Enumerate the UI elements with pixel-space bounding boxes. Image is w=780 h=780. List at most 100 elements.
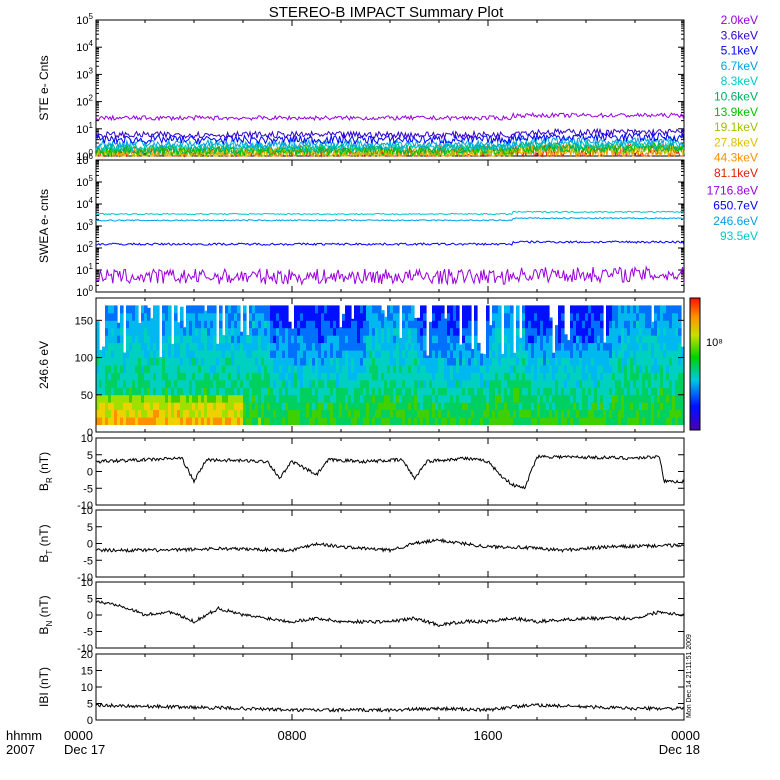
heatmap-cell	[450, 305, 454, 314]
heatmap-cell	[657, 320, 661, 329]
heatmap-cell	[489, 325, 493, 329]
heatmap-cell	[186, 417, 190, 425]
heatmap-cell	[375, 320, 379, 329]
heatmap-cell	[573, 342, 577, 351]
heatmap-cell	[543, 350, 547, 358]
heatmap-cell	[474, 387, 478, 396]
heatmap-cell	[531, 365, 535, 373]
heatmap-cell	[186, 327, 190, 336]
heatmap-cell	[330, 357, 334, 366]
heatmap-cell	[525, 379, 529, 388]
heatmap-cell	[147, 327, 151, 336]
heatmap-cell	[609, 417, 613, 425]
heatmap-cell	[252, 409, 256, 418]
heatmap-cell	[372, 372, 376, 381]
heatmap-cell	[144, 394, 148, 403]
heatmap-cell	[252, 379, 256, 388]
series-line	[95, 131, 685, 146]
heatmap-cell	[681, 357, 685, 366]
heatmap-cell	[267, 335, 271, 344]
heatmap-cell	[594, 417, 598, 425]
heatmap-cell	[354, 417, 358, 425]
heatmap-cell	[207, 402, 211, 411]
heatmap-cell	[204, 327, 208, 336]
heatmap-cell	[144, 335, 148, 344]
heatmap-cell	[465, 342, 469, 351]
heatmap-cell	[525, 387, 529, 396]
heatmap-cell	[507, 350, 511, 358]
heatmap-cell	[558, 357, 562, 366]
heatmap-cell	[399, 387, 403, 396]
y-tick-label: 104	[76, 39, 93, 54]
channel-legend: 2.0keV3.6keV5.1keV6.7keV8.3keV10.6keV13.…	[707, 13, 758, 243]
heatmap-cell	[414, 357, 418, 366]
heatmap-cell	[570, 327, 574, 336]
heatmap-cell	[144, 372, 148, 381]
heatmap-cell	[312, 379, 316, 388]
heatmap-cell	[243, 327, 247, 336]
heatmap-cell	[522, 379, 526, 388]
heatmap-cell	[672, 379, 676, 388]
heatmap-cell	[636, 357, 640, 366]
heatmap-cell	[252, 394, 256, 403]
heatmap-cell	[495, 394, 499, 403]
heatmap-cell	[327, 394, 331, 403]
heatmap-cell	[243, 409, 247, 418]
heatmap-cell	[474, 335, 478, 344]
heatmap-cell	[633, 365, 637, 373]
heatmap-cell	[615, 342, 619, 351]
heatmap-cell	[228, 394, 232, 403]
heatmap-cell	[642, 379, 646, 388]
heatmap-cell	[660, 342, 664, 351]
heatmap-cell	[480, 387, 484, 396]
heatmap-cell	[351, 372, 355, 381]
heatmap-cell	[453, 394, 457, 403]
heatmap-cell	[555, 379, 559, 388]
heatmap-cell	[378, 402, 382, 411]
heatmap-cell	[120, 350, 124, 358]
heatmap-cell	[204, 372, 208, 381]
heatmap-cell	[147, 312, 151, 321]
heatmap-cell	[378, 327, 382, 336]
heatmap-cell	[480, 365, 484, 373]
heatmap-cell	[192, 357, 196, 366]
heatmap-cell	[660, 305, 664, 314]
heatmap-cell	[600, 387, 604, 396]
heatmap-cell	[567, 350, 571, 358]
heatmap-cell	[600, 335, 604, 344]
heatmap-cell	[375, 312, 379, 321]
heatmap-cell	[366, 350, 370, 358]
heatmap-cell	[267, 387, 271, 396]
heatmap-cell	[633, 417, 637, 425]
heatmap-cell	[192, 327, 196, 336]
heatmap-cell	[204, 379, 208, 388]
heatmap-cell	[519, 394, 523, 403]
heatmap-cell	[315, 409, 319, 418]
heatmap-cell	[159, 379, 163, 388]
heatmap-cell	[540, 312, 544, 321]
heatmap-cell	[555, 325, 559, 329]
heatmap-cell	[492, 394, 496, 403]
heatmap-cell	[246, 409, 250, 418]
heatmap-cell	[471, 357, 475, 366]
heatmap-cell	[267, 365, 271, 373]
heatmap-cell	[123, 394, 127, 403]
heatmap-cell	[483, 387, 487, 396]
heatmap-cell	[102, 394, 106, 403]
heatmap-cell	[522, 327, 526, 336]
heatmap-cell	[327, 417, 331, 425]
heatmap-cell	[402, 357, 406, 366]
heatmap-cell	[513, 402, 517, 411]
heatmap-cell	[381, 365, 385, 373]
heatmap-cell	[138, 365, 142, 373]
heatmap-cell	[144, 402, 148, 411]
heatmap-cell	[615, 394, 619, 403]
heatmap-cell	[585, 357, 589, 366]
heatmap-cell	[465, 379, 469, 388]
heatmap-cell	[651, 402, 655, 411]
heatmap-cell	[558, 394, 562, 403]
heatmap-cell	[618, 372, 622, 381]
heatmap-cell	[591, 387, 595, 396]
heatmap-cell	[561, 365, 565, 373]
heatmap-cell	[474, 417, 478, 425]
